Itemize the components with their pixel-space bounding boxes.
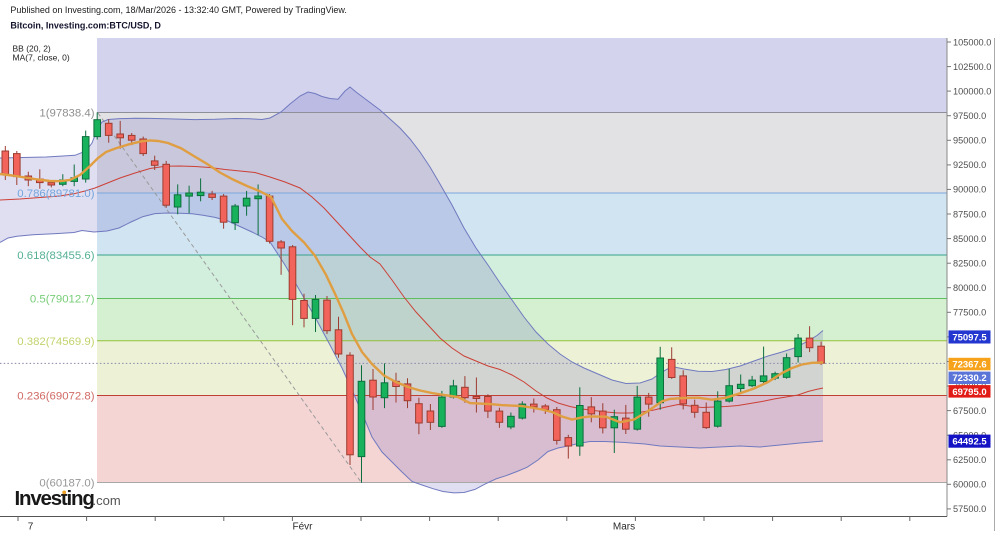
svg-text:0.5(79012.7): 0.5(79012.7) [30,294,95,306]
svg-text:62500.0: 62500.0 [953,455,986,465]
svg-text:82500.0: 82500.0 [953,259,986,269]
svg-text:95000.0: 95000.0 [953,136,986,146]
svg-text:102500.0: 102500.0 [953,62,991,72]
svg-text:Mars: Mars [613,522,635,533]
svg-text:Published on Investing.com, 18: Published on Investing.com, 18/Mar/2026 … [10,5,347,15]
svg-text:100000.0: 100000.0 [953,86,991,96]
svg-text:BB (20, 2): BB (20, 2) [13,44,51,54]
svg-text:57500.0: 57500.0 [953,504,986,514]
svg-text:90000.0: 90000.0 [953,185,986,195]
svg-text:0.236(69072.8): 0.236(69072.8) [17,391,94,403]
svg-text:MA(7, close, 0): MA(7, close, 0) [13,53,70,63]
svg-text:92500.0: 92500.0 [953,160,986,170]
svg-text:75097.5: 75097.5 [952,332,987,343]
svg-text:77500.0: 77500.0 [953,308,986,318]
svg-text:72330.2: 72330.2 [952,373,986,384]
svg-text:0.786(89781.0): 0.786(89781.0) [17,188,94,200]
svg-text:0.382(74569.9): 0.382(74569.9) [17,336,94,348]
svg-text:0(60187.0): 0(60187.0) [39,478,94,490]
svg-text:97500.0: 97500.0 [953,111,986,121]
svg-text:60000.0: 60000.0 [953,480,986,490]
svg-text:Bitcoin, Investing.com:BTC/USD: Bitcoin, Investing.com:BTC/USD, D [10,21,161,31]
svg-text:67500.0: 67500.0 [953,406,986,416]
svg-text:105000.0: 105000.0 [953,37,991,47]
svg-text:72367.6: 72367.6 [952,359,986,370]
svg-text:0.618(83455.6): 0.618(83455.6) [17,250,94,262]
svg-text:87500.0: 87500.0 [953,209,986,219]
svg-text:85000.0: 85000.0 [953,234,986,244]
svg-text:64492.5: 64492.5 [952,437,987,448]
svg-text:80000.0: 80000.0 [953,283,986,293]
svg-text:1(97838.4): 1(97838.4) [39,108,94,120]
svg-text:.com: .com [93,493,121,508]
svg-text:69795.0: 69795.0 [952,387,986,398]
svg-text:7: 7 [28,522,34,533]
svg-text:Investing: Investing [15,487,95,510]
svg-text:Févr: Févr [293,522,314,533]
